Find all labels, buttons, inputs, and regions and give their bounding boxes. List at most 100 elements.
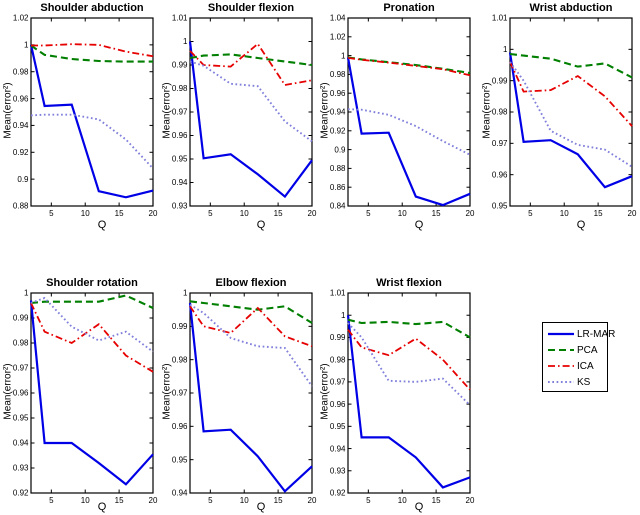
x-tick-label: 10	[81, 209, 90, 218]
x-tick-label: 20	[308, 209, 317, 218]
y-axis-label: Mean(error²)	[481, 82, 493, 139]
x-tick-label: 5	[366, 496, 371, 505]
series-lr-mar	[508, 52, 633, 189]
legend-line-sample-dashdot	[548, 365, 574, 367]
y-tick-label: 0.96	[13, 389, 29, 398]
x-tick-label: 15	[432, 496, 441, 505]
x-tick-label: 5	[528, 209, 533, 218]
series-ks	[30, 113, 154, 170]
y-tick-label: 0.94	[330, 444, 346, 453]
y-tick-label: 0.98	[172, 355, 188, 364]
legend-item-ks: KS	[546, 374, 607, 390]
x-tick-label: 10	[398, 496, 407, 505]
chart-title-wrist-abduction: Wrist abduction	[529, 2, 613, 14]
legend-label: KS	[577, 376, 591, 388]
x-tick-label: 15	[115, 496, 124, 505]
legend-label: ICA	[577, 360, 594, 372]
series-ks	[347, 108, 471, 156]
y-tick-label: 0.9	[334, 145, 346, 154]
x-tick-label: 5	[49, 496, 54, 505]
series-ks	[189, 60, 313, 143]
y-tick-label: 1	[183, 289, 188, 298]
x-tick-label: 15	[274, 496, 283, 505]
y-tick-label: 0.88	[13, 202, 29, 211]
series-pca	[509, 52, 633, 79]
y-tick-label: 0.97	[13, 364, 29, 373]
y-tick-label: 1.02	[13, 14, 29, 23]
chart-title-wrist-flexion: Wrist flexion	[376, 277, 442, 289]
y-tick-label: 0.93	[13, 464, 29, 473]
y-tick-label: 0.95	[172, 455, 188, 464]
x-tick-label: 20	[466, 496, 475, 505]
y-tick-label: 1.04	[330, 14, 346, 23]
plot-frame	[30, 17, 154, 207]
y-tick-label: 0.92	[330, 489, 346, 498]
y-tick-label: 0.98	[492, 108, 508, 117]
y-tick-label: 0.98	[330, 70, 346, 79]
y-tick-label: 0.97	[492, 139, 508, 148]
plot-frame	[30, 292, 154, 494]
y-tick-label: 0.95	[13, 414, 29, 423]
x-tick-label: 20	[466, 209, 475, 218]
series-lr-mar	[188, 41, 313, 199]
y-tick-label: 1	[24, 41, 29, 50]
series-lr-mar	[188, 302, 313, 493]
x-tick-label: 10	[398, 209, 407, 218]
plot-frame	[347, 292, 471, 494]
series-ica	[189, 305, 313, 348]
x-tick-label: 5	[366, 209, 371, 218]
chart-title-pronation: Pronation	[383, 2, 435, 14]
y-tick-label: 0.99	[330, 333, 346, 342]
y-tick-label: 0.94	[172, 178, 188, 187]
y-tick-label: 0.97	[330, 378, 346, 387]
plot-frame	[189, 17, 313, 207]
y-tick-label: 0.99	[492, 76, 508, 85]
y-tick-label: 0.96	[330, 400, 346, 409]
y-tick-label: 0.99	[13, 314, 29, 323]
legend: LR-MAR PCA ICA KS	[542, 322, 615, 392]
chart-title-shoulder-rotation: Shoulder rotation	[46, 277, 138, 289]
x-tick-label: 5	[208, 209, 213, 218]
x-tick-label: 10	[560, 209, 569, 218]
series-ica	[189, 42, 313, 86]
legend-line-sample-dotted	[548, 381, 574, 383]
x-tick-label: 5	[208, 496, 213, 505]
x-tick-label: 20	[628, 209, 637, 218]
y-tick-label: 0.95	[330, 422, 346, 431]
x-tick-label: 5	[49, 209, 54, 218]
x-tick-label: 10	[240, 496, 249, 505]
series-ks	[189, 303, 313, 387]
plot-frame	[509, 17, 633, 207]
series-lr-mar	[346, 315, 471, 489]
legend-label: PCA	[577, 344, 598, 356]
y-tick-label: 1.01	[172, 14, 188, 23]
y-tick-label: 0.94	[172, 489, 188, 498]
y-axis-label: Mean(error²)	[2, 82, 14, 139]
y-axis-label: Mean(error²)	[161, 82, 173, 139]
y-tick-label: 0.98	[13, 339, 29, 348]
legend-item-lr-mar: LR-MAR	[546, 326, 615, 342]
y-tick-label: 1	[183, 37, 188, 46]
plot-frame	[189, 292, 313, 494]
series-ica	[30, 302, 154, 373]
x-tick-label: 15	[432, 209, 441, 218]
y-tick-label: 0.96	[172, 131, 188, 140]
y-tick-label: 1	[24, 289, 29, 298]
series-pca	[189, 300, 313, 324]
x-axis-label: Q	[256, 501, 266, 513]
x-axis-label: Q	[256, 219, 266, 231]
chart-title-elbow-flexion: Elbow flexion	[215, 277, 287, 289]
y-tick-label: 0.94	[13, 439, 29, 448]
y-tick-label: 0.96	[492, 170, 508, 179]
y-tick-label: 0.88	[330, 164, 346, 173]
y-tick-label: 0.84	[330, 202, 346, 211]
series-ks	[30, 296, 154, 353]
series-lr-mar	[29, 44, 154, 199]
x-axis-label: Q	[414, 501, 424, 513]
y-axis-label: Mean(error²)	[161, 363, 173, 420]
y-tick-label: 0.96	[172, 422, 188, 431]
series-ks	[509, 61, 633, 168]
y-tick-label: 0.97	[172, 108, 188, 117]
